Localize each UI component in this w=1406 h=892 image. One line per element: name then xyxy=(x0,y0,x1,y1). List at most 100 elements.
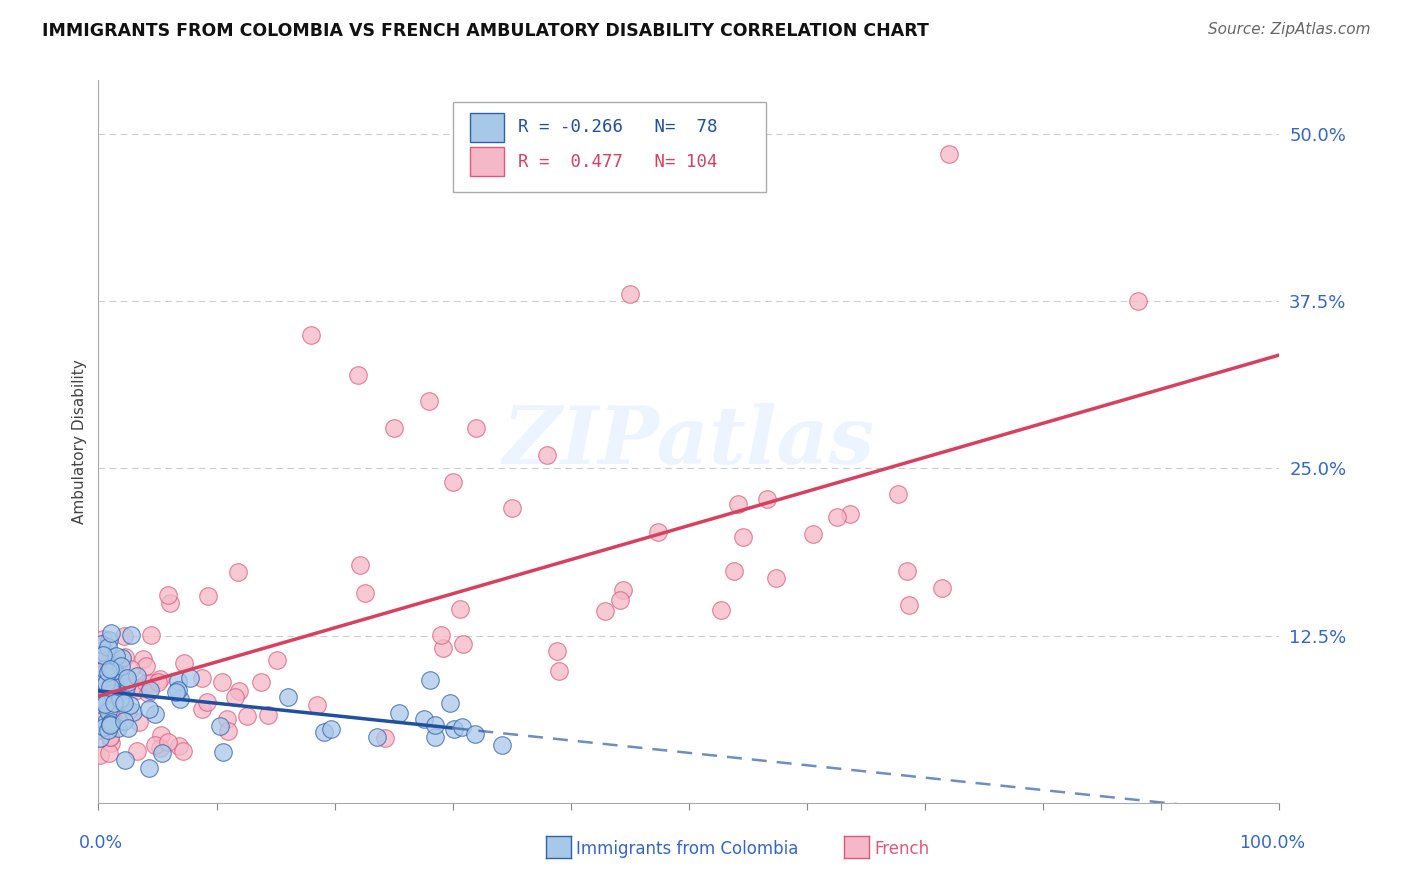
Point xyxy=(139,676,162,690)
Point xyxy=(97,632,120,647)
Point xyxy=(138,683,160,698)
Point xyxy=(190,671,212,685)
Point xyxy=(114,753,136,767)
Point xyxy=(217,712,239,726)
Point xyxy=(647,524,669,539)
Point xyxy=(114,649,136,664)
Point xyxy=(619,287,641,301)
Point xyxy=(366,730,388,744)
Point xyxy=(765,571,787,585)
Point xyxy=(546,643,568,657)
Point xyxy=(167,739,190,754)
Point xyxy=(727,498,749,512)
Point xyxy=(128,714,150,729)
Point xyxy=(536,448,558,462)
Point xyxy=(465,421,488,435)
Point xyxy=(112,697,135,711)
Text: 0.0%: 0.0% xyxy=(79,834,124,852)
Point xyxy=(89,682,111,697)
Point xyxy=(423,718,446,732)
Point xyxy=(430,628,453,642)
Point xyxy=(374,731,396,745)
Point xyxy=(98,650,121,665)
Point xyxy=(104,689,127,703)
Point xyxy=(127,682,149,697)
Point xyxy=(120,628,142,642)
Point xyxy=(107,659,129,673)
Point xyxy=(108,692,131,706)
Point xyxy=(801,527,824,541)
Point xyxy=(388,706,411,721)
Point xyxy=(89,675,111,690)
Point xyxy=(898,598,921,612)
Bar xyxy=(471,112,503,142)
Point xyxy=(612,583,634,598)
Point xyxy=(89,731,111,745)
Point xyxy=(100,716,122,731)
Point xyxy=(439,696,461,710)
Point xyxy=(117,721,139,735)
Point xyxy=(349,558,371,572)
Point xyxy=(277,690,299,705)
Point xyxy=(97,704,120,718)
Point xyxy=(138,702,160,716)
Point xyxy=(94,646,117,660)
Point xyxy=(449,602,471,616)
Point xyxy=(114,714,136,728)
Point xyxy=(103,658,125,673)
Point xyxy=(149,741,172,756)
Point xyxy=(413,712,436,726)
Text: French: French xyxy=(875,840,929,858)
Point xyxy=(112,697,135,711)
Point xyxy=(159,596,181,610)
Point xyxy=(156,588,179,602)
Text: ZIPatlas: ZIPatlas xyxy=(503,403,875,480)
Point xyxy=(172,744,194,758)
Point xyxy=(103,696,125,710)
Point xyxy=(441,475,464,489)
Point xyxy=(100,677,122,691)
Point xyxy=(94,697,117,711)
Point xyxy=(250,674,273,689)
Point xyxy=(135,659,157,673)
Point xyxy=(98,708,121,723)
Point xyxy=(98,662,121,676)
Point xyxy=(100,625,122,640)
Point xyxy=(96,676,118,690)
Point xyxy=(89,690,111,704)
Point xyxy=(138,761,160,775)
Point xyxy=(347,368,370,382)
Text: Immigrants from Colombia: Immigrants from Colombia xyxy=(576,840,799,858)
Point xyxy=(307,698,329,712)
Point xyxy=(195,695,218,709)
Point xyxy=(101,694,124,708)
Point xyxy=(733,530,755,544)
Point xyxy=(141,628,163,642)
Point xyxy=(89,723,111,737)
Point xyxy=(90,664,112,678)
Point xyxy=(169,692,191,706)
Point xyxy=(197,589,219,603)
Point xyxy=(101,685,124,699)
Point xyxy=(93,662,115,676)
Point xyxy=(191,702,214,716)
Point xyxy=(89,706,111,721)
Point xyxy=(236,708,259,723)
Point xyxy=(110,658,132,673)
Point xyxy=(97,723,120,737)
Point xyxy=(226,566,249,580)
Point xyxy=(257,707,280,722)
Point xyxy=(134,675,156,690)
Point xyxy=(299,327,322,342)
Point xyxy=(419,673,441,687)
Point xyxy=(217,723,239,738)
Point xyxy=(143,738,166,752)
Point xyxy=(93,720,115,734)
Point xyxy=(107,721,129,735)
Point xyxy=(143,707,166,722)
Point xyxy=(105,649,128,664)
Point xyxy=(100,651,122,665)
Point xyxy=(723,564,745,578)
Point xyxy=(94,715,117,730)
Point xyxy=(1126,294,1149,309)
